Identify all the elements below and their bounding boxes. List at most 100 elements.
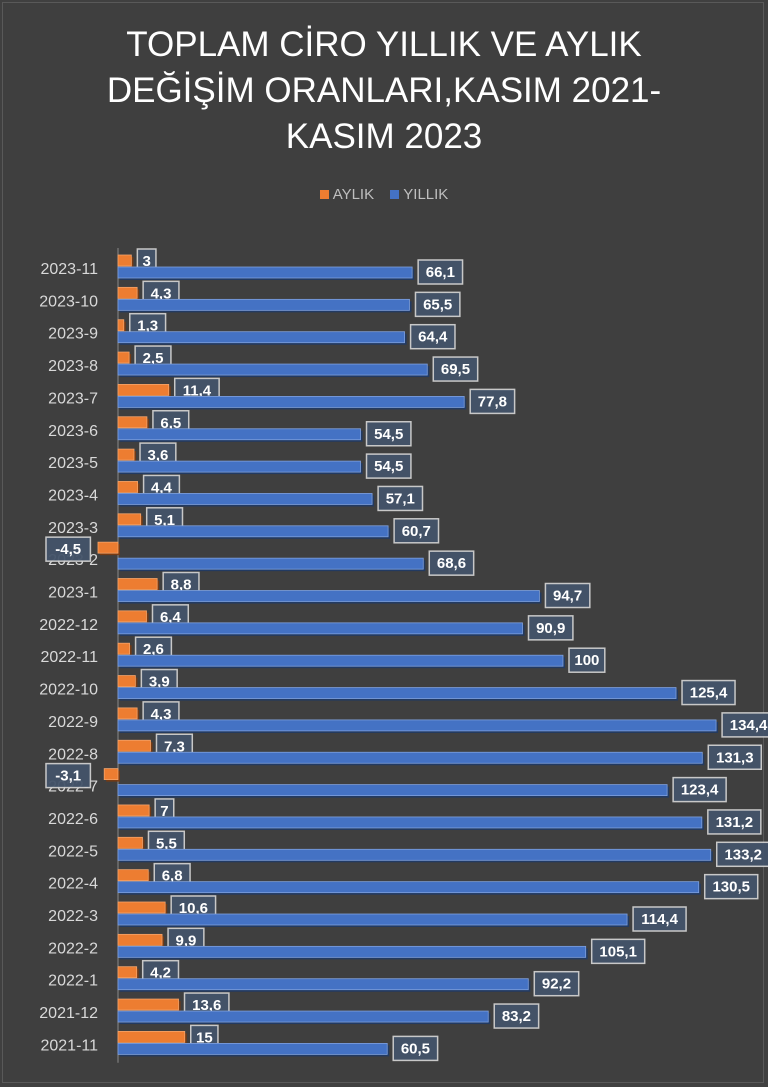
data-label-yillik: 134,4 xyxy=(730,717,768,734)
data-label-yillik-box xyxy=(417,259,464,285)
data-label-aylik: 8,8 xyxy=(171,577,192,594)
y-tick-label: 2023-3 xyxy=(48,520,98,537)
data-label-yillik: 83,2 xyxy=(502,1008,531,1025)
data-label-yillik: 77,8 xyxy=(478,393,507,410)
data-label-yillik: 90,9 xyxy=(536,620,565,637)
data-label-yillik-box xyxy=(715,841,768,868)
data-label-aylik: 4,3 xyxy=(151,285,172,302)
bar-aylik xyxy=(117,383,170,396)
y-tick-label: 2022-1 xyxy=(48,973,98,990)
data-label-yillik: 133,2 xyxy=(724,846,762,863)
data-label-aylik: 13,6 xyxy=(192,997,221,1014)
data-label-aylik: 15 xyxy=(196,1029,213,1046)
data-label-aylik: 6,4 xyxy=(160,609,182,626)
bar-yillik xyxy=(117,913,628,926)
bar-aylik xyxy=(117,481,138,493)
data-label-yillik-box xyxy=(493,1003,540,1029)
bar-yillik xyxy=(117,363,428,376)
legend-item-aylik: AYLIK xyxy=(319,186,374,203)
data-label-yillik-box xyxy=(707,744,763,770)
data-label-aylik: 10,6 xyxy=(179,900,208,917)
data-label-yillik-box xyxy=(365,453,412,479)
y-tick-label: 2023-9 xyxy=(48,326,98,343)
data-label-aylik: 1,3 xyxy=(137,318,158,335)
bar-aylik xyxy=(117,286,138,299)
data-label-aylik: -3,1 xyxy=(55,768,81,785)
bar-aylik xyxy=(117,869,149,882)
data-label-aylik: 4,3 xyxy=(151,706,172,723)
bar-yillik xyxy=(117,395,465,408)
bar-aylik xyxy=(117,739,151,752)
bar-aylik xyxy=(117,578,158,590)
legend-item-yillik: YILLIK xyxy=(390,186,448,203)
data-label-yillik: 69,5 xyxy=(441,361,470,378)
data-label-yillik-box xyxy=(377,485,424,512)
bar-yillik xyxy=(117,816,703,829)
data-label-yillik: 94,7 xyxy=(553,588,582,605)
y-tick-label: 2022-12 xyxy=(39,617,98,634)
data-label-aylik: 9,9 xyxy=(176,932,197,949)
y-tick-label: 2022-10 xyxy=(39,682,98,699)
y-tick-label: 2021-12 xyxy=(39,1005,98,1022)
y-tick-label: 2023-4 xyxy=(48,487,98,504)
bar-yillik xyxy=(117,751,703,764)
bar-aylik xyxy=(117,351,130,364)
bar-yillik xyxy=(117,266,413,279)
bar-aylik xyxy=(117,966,138,979)
bar-aylik xyxy=(117,675,136,687)
bar-yillik xyxy=(117,881,700,894)
bar-yillik xyxy=(117,525,389,538)
data-label-yillik-box xyxy=(672,776,727,803)
bar-aylik xyxy=(103,768,119,780)
y-tick-label: 2022-2 xyxy=(48,940,98,957)
y-tick-label: 2023-10 xyxy=(39,293,98,310)
data-label-aylik: 3 xyxy=(142,253,150,270)
data-label-yillik-box xyxy=(544,582,591,609)
data-label-yillik: 68,6 xyxy=(437,555,466,572)
bar-yillik xyxy=(117,331,405,344)
bar-yillik xyxy=(117,784,668,796)
data-label-aylik-box xyxy=(45,762,92,789)
data-label-aylik: 5,5 xyxy=(156,835,177,852)
data-label-yillik-box xyxy=(365,421,412,447)
data-label-yillik-box xyxy=(632,906,687,932)
bar-aylik xyxy=(117,1031,186,1043)
data-label-yillik: 123,4 xyxy=(681,782,719,799)
bar-aylik xyxy=(117,254,132,267)
data-label-yillik-box xyxy=(568,647,606,673)
data-label-aylik: 2,6 xyxy=(143,641,164,658)
y-tick-label: 2022-4 xyxy=(48,876,98,893)
data-label-aylik: -4,5 xyxy=(55,541,81,558)
bar-aylik xyxy=(117,901,166,914)
bar-aylik xyxy=(117,998,179,1011)
bar-yillik xyxy=(117,460,361,473)
bar-aylik xyxy=(117,642,130,655)
data-label-aylik: 4,4 xyxy=(151,479,173,496)
data-label-yillik: 92,2 xyxy=(542,976,571,993)
data-label-aylik: 4,2 xyxy=(150,965,171,982)
legend-swatch-aylik xyxy=(319,190,329,199)
bar-aylik xyxy=(117,933,163,946)
bar-aylik xyxy=(117,448,135,461)
data-label-yillik-box xyxy=(527,615,574,641)
data-label-yillik: 105,1 xyxy=(599,943,637,960)
data-label-yillik: 66,1 xyxy=(426,264,455,281)
bar-yillik xyxy=(117,428,361,441)
data-label-yillik: 60,5 xyxy=(401,1040,430,1057)
data-label-aylik: 6,5 xyxy=(160,415,181,432)
y-tick-label: 2023-8 xyxy=(48,358,98,375)
bar-yillik xyxy=(117,978,529,991)
bar-yillik xyxy=(117,493,373,505)
data-label-yillik: 131,2 xyxy=(716,814,754,831)
data-label-yillik-box xyxy=(414,291,461,318)
bar-aylik xyxy=(117,836,143,849)
bar-aylik xyxy=(117,707,138,720)
data-label-aylik: 3,9 xyxy=(149,674,170,691)
data-label-yillik-box xyxy=(409,323,456,350)
bar-yillik xyxy=(117,557,424,570)
data-label-yillik-box xyxy=(432,356,479,382)
legend: AYLIK YILLIK xyxy=(0,186,768,203)
bar-aylik xyxy=(97,541,119,554)
y-tick-label: 2022-11 xyxy=(40,649,98,666)
